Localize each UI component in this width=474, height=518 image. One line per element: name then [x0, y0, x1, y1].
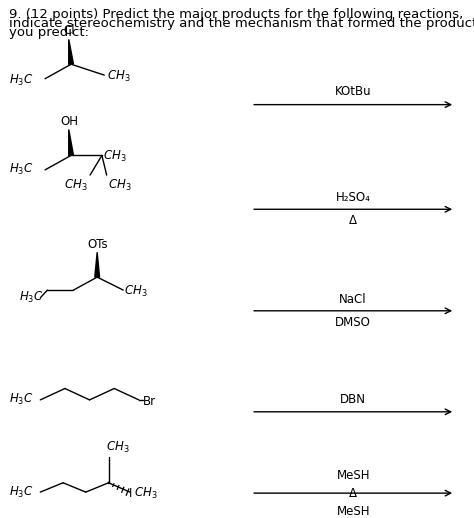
Text: $CH_3$: $CH_3$ [134, 486, 157, 501]
Text: OH: OH [60, 115, 78, 128]
Text: $H_3C$: $H_3C$ [9, 162, 34, 178]
Text: indicate stereochemistry and the mechanism that formed the product: indicate stereochemistry and the mechani… [9, 17, 474, 30]
Text: Δ: Δ [349, 214, 357, 227]
Text: KOtBu: KOtBu [335, 85, 372, 98]
Text: $CH_3$: $CH_3$ [107, 69, 130, 84]
Polygon shape [69, 39, 73, 65]
Text: MeSH: MeSH [337, 469, 370, 482]
Text: $H_3C$: $H_3C$ [19, 290, 44, 306]
Text: $H_3C$: $H_3C$ [9, 73, 34, 88]
Polygon shape [95, 252, 100, 277]
Text: I: I [129, 486, 132, 500]
Text: H₂SO₄: H₂SO₄ [336, 191, 371, 204]
Text: you predict:: you predict: [9, 26, 90, 39]
Text: Br: Br [143, 395, 156, 408]
Text: NaCl: NaCl [339, 293, 367, 306]
Text: Cl: Cl [63, 24, 74, 37]
Polygon shape [69, 130, 73, 155]
Text: OTs: OTs [87, 238, 108, 251]
Text: $CH_3$: $CH_3$ [64, 178, 88, 193]
Text: DBN: DBN [340, 393, 366, 406]
Text: Δ: Δ [349, 486, 357, 500]
Text: MeSH: MeSH [337, 505, 370, 517]
Text: $CH_3$: $CH_3$ [103, 149, 127, 164]
Text: $CH_3$: $CH_3$ [106, 440, 130, 455]
Text: $H_3C$: $H_3C$ [9, 484, 34, 500]
Text: 9. (12 points) Predict the major products for the following reactions,: 9. (12 points) Predict the major product… [9, 8, 464, 21]
Text: $CH_3$: $CH_3$ [124, 284, 148, 299]
Text: DMSO: DMSO [335, 316, 371, 329]
Text: $CH_3$: $CH_3$ [108, 178, 132, 193]
Text: $H_3C$: $H_3C$ [9, 392, 34, 408]
